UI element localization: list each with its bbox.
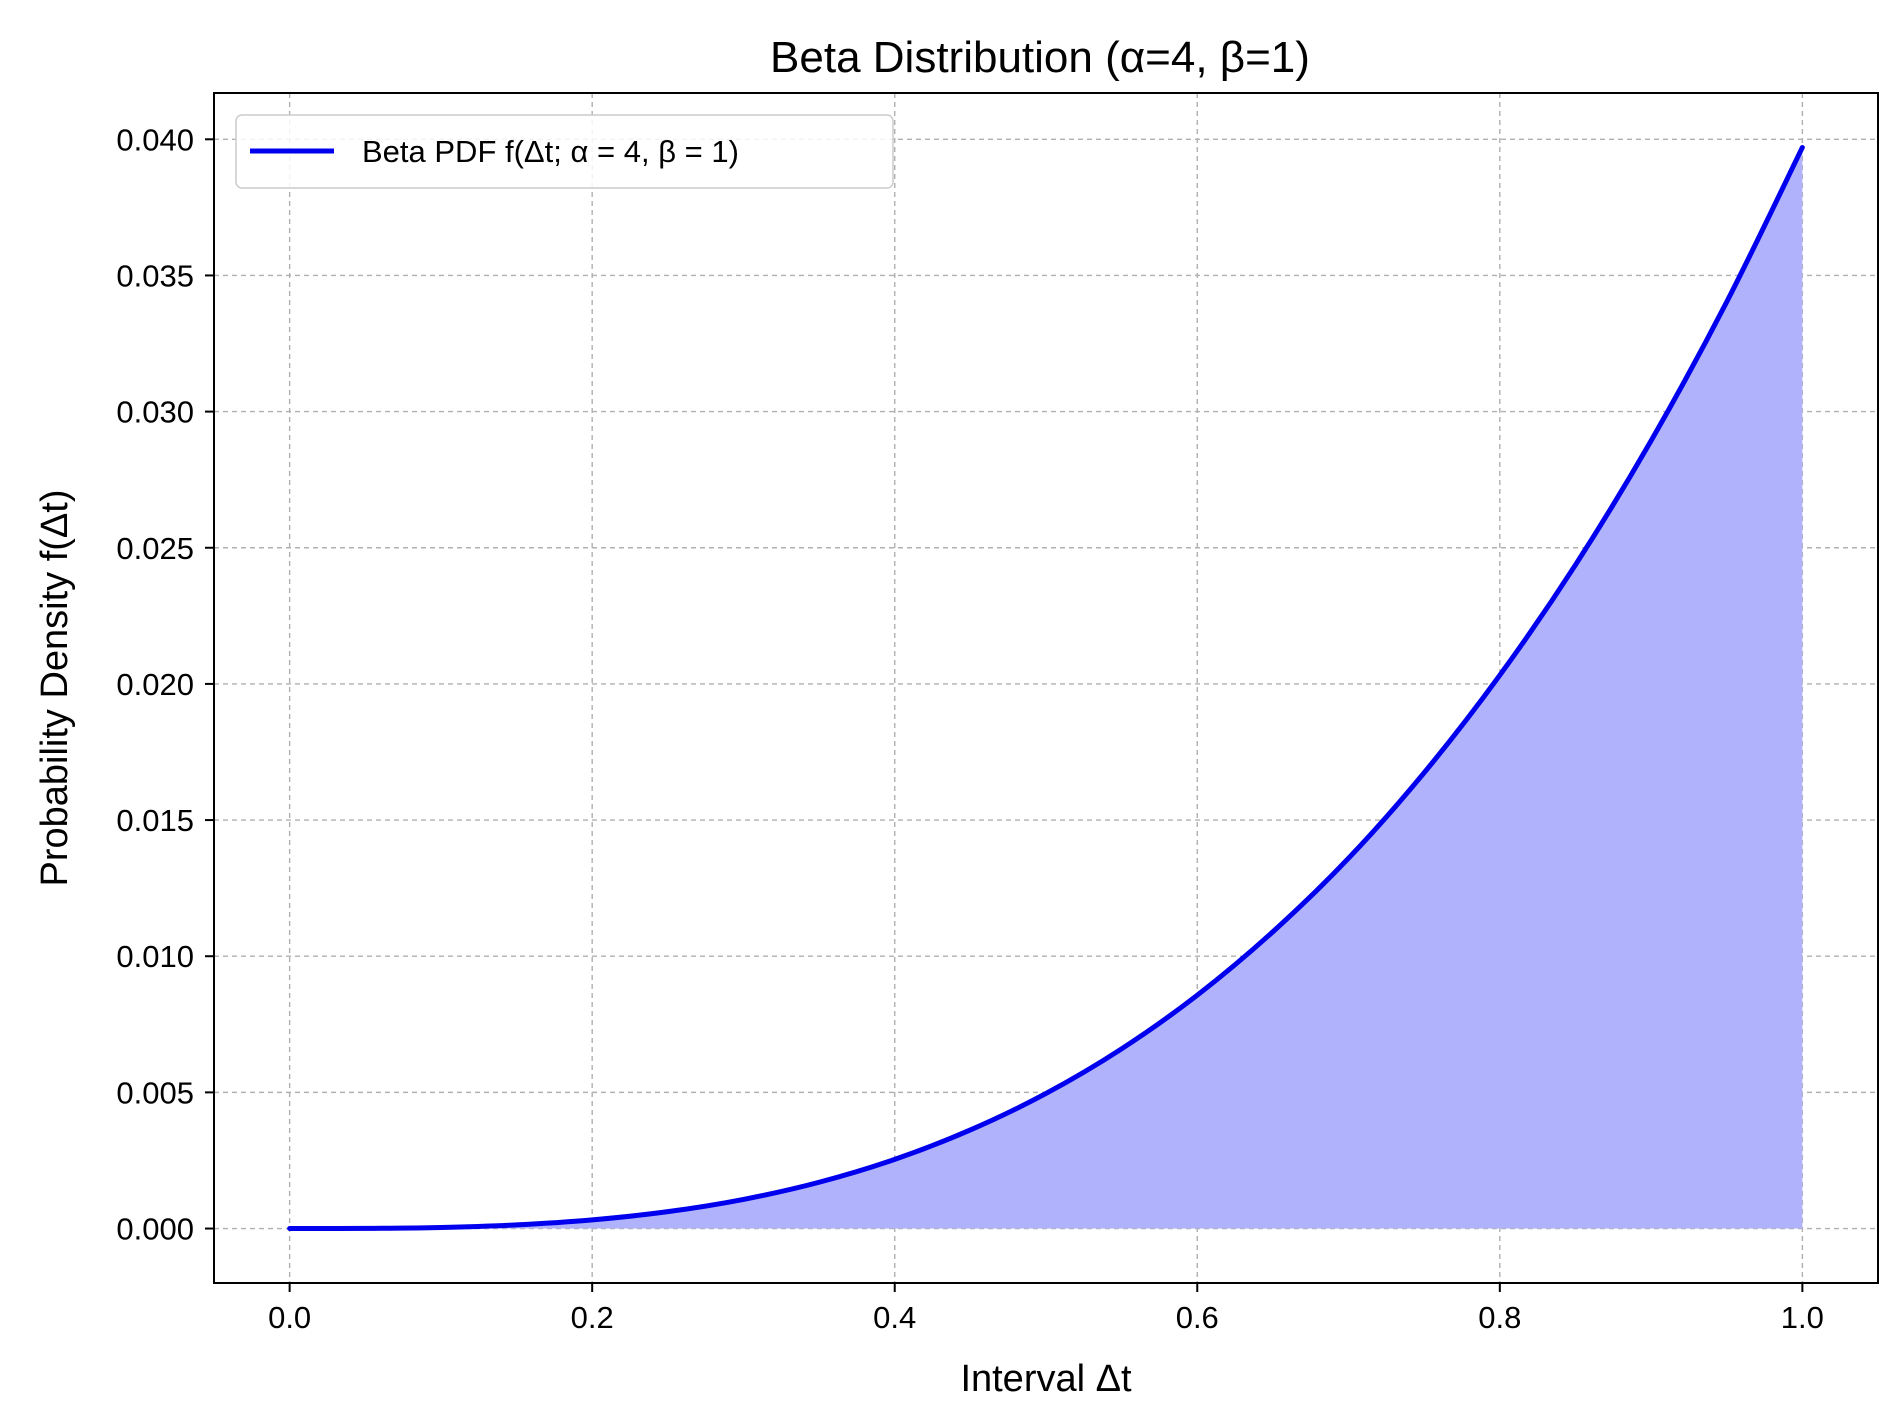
x-tick-label: 0.2	[571, 1300, 614, 1335]
chart-title: Beta Distribution (α=4, β=1)	[770, 33, 1310, 82]
y-tick-label: 0.010	[116, 939, 194, 974]
y-tick-label: 0.035	[116, 258, 194, 293]
y-axis: 0.000 0.005 0.010 0.015 0.020 0.025 0.030 0.035…	[116, 122, 214, 1247]
y-tick-label: 0.040	[116, 122, 194, 157]
x-tick-label: 0.6	[1176, 1300, 1219, 1335]
x-tick-label: 0.4	[873, 1300, 916, 1335]
x-tick-label: 1.0	[1781, 1300, 1824, 1335]
series-line	[287, 144, 1805, 1232]
y-tick-label: 0.020	[116, 667, 194, 702]
y-tick-label: 0.005	[116, 1075, 194, 1110]
series-area-fill	[289, 147, 1803, 1229]
y-tick-label: 0.030	[116, 395, 194, 430]
x-axis-label: Interval Δt	[960, 1358, 1132, 1400]
legend: Beta PDF f(Δt; α = 4, β = 1)	[235, 114, 894, 189]
x-tick-label: 0.0	[268, 1300, 311, 1335]
plot-frame	[213, 92, 1879, 1284]
y-tick-label: 0.015	[116, 803, 194, 838]
y-axis-label: Probability Density f(Δt)	[34, 489, 76, 886]
legend-box	[235, 114, 894, 189]
legend-label: Beta PDF f(Δt; α = 4, β = 1)	[362, 134, 739, 169]
x-tick-label: 0.8	[1478, 1300, 1521, 1335]
x-axis: 0.0 0.2 0.4 0.6 0.8 1.0	[268, 1283, 1824, 1335]
y-tick-label: 0.000	[116, 1212, 194, 1247]
y-tick-label: 0.025	[116, 531, 194, 566]
